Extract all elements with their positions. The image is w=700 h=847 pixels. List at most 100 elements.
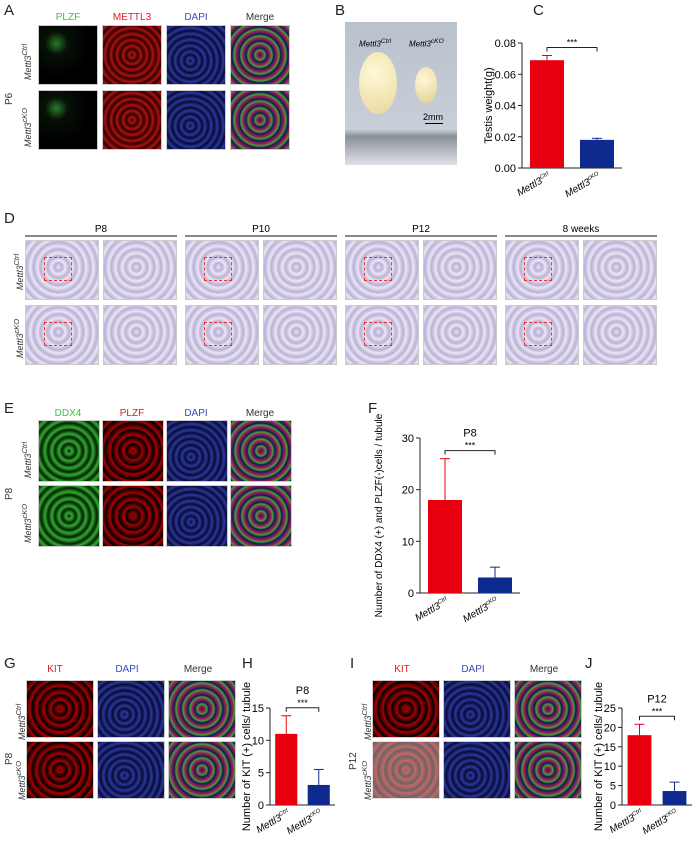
row-label-cko: Mettl3cKO xyxy=(12,318,25,358)
y-tick-label: 0 xyxy=(408,588,414,600)
channel-dapi: DAPI xyxy=(184,12,208,23)
panel-label-h: H xyxy=(242,655,253,672)
panel-label-i: I xyxy=(350,655,355,672)
x-tick-label: Mettl3cKO xyxy=(563,171,602,200)
significance-label: *** xyxy=(652,706,663,716)
histology-image-ctrl xyxy=(185,240,259,300)
chart-title: P12 xyxy=(647,693,667,705)
image-kit-cko xyxy=(372,741,440,799)
y-tick-label: 10 xyxy=(252,735,264,747)
zoom-image-ctrl xyxy=(103,240,177,300)
image-merge-cko xyxy=(514,741,582,799)
image-dapi-cko xyxy=(166,485,228,547)
inset-box xyxy=(204,322,232,346)
stage-label: P12 xyxy=(348,752,359,770)
y-tick-label: 0.06 xyxy=(495,69,516,81)
inset-box xyxy=(524,322,552,346)
stage-header: P12 xyxy=(345,224,497,237)
histology-image-cko xyxy=(505,305,579,365)
significance-label: *** xyxy=(465,441,476,451)
image-kit-ctrl xyxy=(26,680,94,738)
bar-ctrl xyxy=(428,500,462,593)
histology-image-ctrl xyxy=(505,240,579,300)
image-merge-cko xyxy=(230,90,290,150)
photo-label-ctrl: Mettl3Ctrl xyxy=(359,38,392,49)
image-dapi-ctrl xyxy=(97,680,165,738)
y-axis-label: Number of KIT (+) cells/ tubule xyxy=(593,682,605,831)
zoom-image-cko xyxy=(263,305,337,365)
panel-label-b: B xyxy=(335,2,346,19)
significance-label: *** xyxy=(567,38,578,48)
bar-ctrl xyxy=(530,60,564,168)
scale-bar-label: 2mm xyxy=(423,112,443,122)
image-ddx4-ctrl xyxy=(38,420,100,482)
testis-ctrl xyxy=(359,52,397,114)
histology-image-cko xyxy=(25,305,99,365)
channel-ddx4: DDX4 xyxy=(54,408,82,419)
panel-label-j: J xyxy=(585,655,593,672)
panel-label-e: E xyxy=(4,400,15,417)
image-merge-cko xyxy=(230,485,292,547)
image-dapi-cko xyxy=(443,741,511,799)
x-tick-label: Mettl3Ctrl xyxy=(413,596,451,624)
panel-label-c: C xyxy=(533,2,544,19)
zoom-image-cko xyxy=(423,305,497,365)
image-merge-cko xyxy=(168,741,236,799)
panel-label-g: G xyxy=(4,655,16,672)
histology-image-cko xyxy=(345,305,419,365)
bar-cko xyxy=(478,577,512,593)
x-tick-label: Mettl3cKO xyxy=(641,808,680,837)
y-tick-label: 20 xyxy=(402,485,414,497)
image-mettl3-ctrl xyxy=(102,25,162,85)
row-label-cko: Mettl3cKO xyxy=(20,503,33,543)
y-tick-label: 25 xyxy=(604,703,616,715)
y-tick-label: 0.08 xyxy=(495,38,516,50)
channel-plzf: PLZF xyxy=(119,408,145,419)
zoom-image-ctrl xyxy=(583,240,657,300)
y-tick-label: 0.02 xyxy=(495,132,516,144)
image-plzf-cko xyxy=(38,90,98,150)
inset-box xyxy=(44,257,72,281)
zoom-image-cko xyxy=(103,305,177,365)
channel-kit: KIT xyxy=(394,664,410,675)
y-tick-label: 15 xyxy=(604,742,616,754)
significance-bracket xyxy=(639,715,675,721)
image-ddx4-cko xyxy=(38,485,100,547)
channel-merge: Merge xyxy=(245,12,275,23)
inset-box xyxy=(204,257,232,281)
panel-label-d: D xyxy=(4,210,15,227)
y-tick-label: 20 xyxy=(604,722,616,734)
y-axis-label: Testis weight(g) xyxy=(483,67,495,143)
significance-bracket xyxy=(444,450,496,455)
y-axis-label: Number of DDX4 (+) and PLZF(-)cells / tu… xyxy=(374,413,385,617)
x-tick-label: Mettl3cKO xyxy=(285,808,324,837)
channel-plzf: PLZF xyxy=(55,12,81,23)
image-merge-ctrl xyxy=(230,25,290,85)
significance-bracket xyxy=(285,707,320,712)
histology-image-ctrl xyxy=(25,240,99,300)
y-tick-label: 10 xyxy=(402,536,414,548)
channel-dapi: DAPI xyxy=(115,664,139,675)
significance-label: *** xyxy=(297,698,308,708)
y-tick-label: 5 xyxy=(258,768,264,780)
channel-mettl3: METTL3 xyxy=(112,12,152,23)
zoom-image-ctrl xyxy=(423,240,497,300)
image-dapi-cko xyxy=(97,741,165,799)
bar-ctrl xyxy=(627,735,652,805)
stage-header: P10 xyxy=(185,224,337,237)
image-dapi-ctrl xyxy=(166,420,228,482)
stage-label: P8 xyxy=(4,487,15,500)
inset-box xyxy=(524,257,552,281)
row-label-ctrl: Mettl3Ctrl xyxy=(12,253,25,290)
image-plzf-cko xyxy=(102,485,164,547)
zoom-image-ctrl xyxy=(263,240,337,300)
zoom-image-cko xyxy=(583,305,657,365)
channel-merge: Merge xyxy=(245,408,275,419)
image-merge-ctrl xyxy=(168,680,236,738)
channel-merge: Merge xyxy=(529,664,559,675)
panel-label-f: F xyxy=(368,400,378,417)
image-mettl3-cko xyxy=(102,90,162,150)
